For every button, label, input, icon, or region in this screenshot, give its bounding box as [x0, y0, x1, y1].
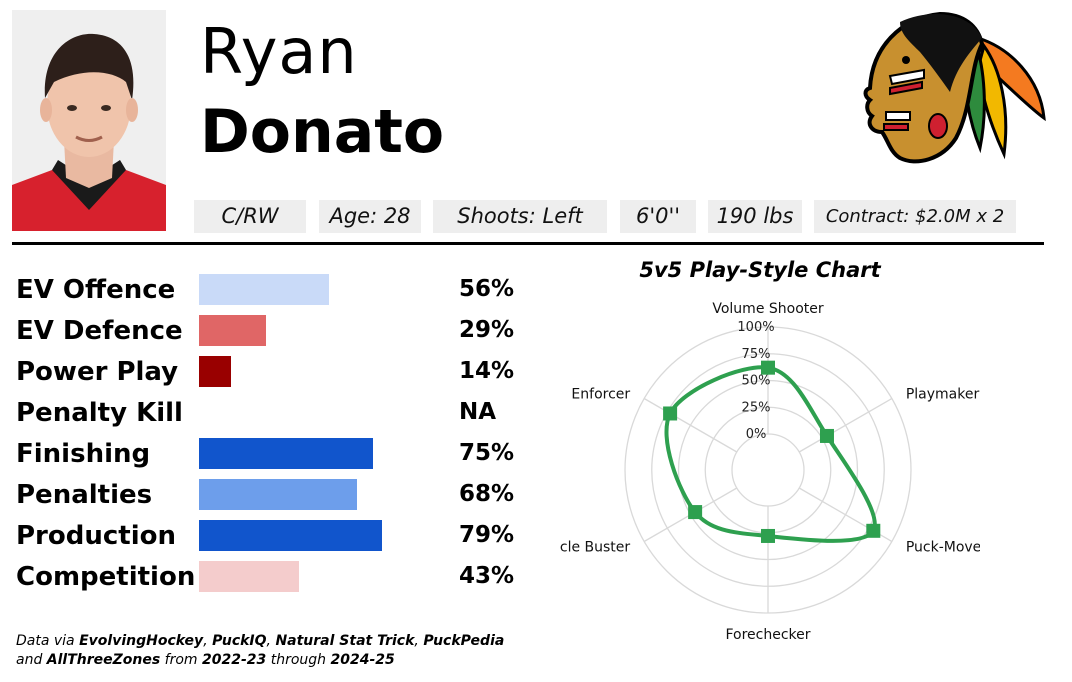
radar-title: 5v5 Play-Style Chart — [639, 258, 881, 282]
radar-axis-label: Forechecker — [725, 627, 810, 643]
weight-box: 190 lbs — [708, 200, 802, 233]
radar-spoke — [798, 397, 893, 453]
radar-point — [866, 523, 881, 538]
header-divider — [12, 242, 1044, 245]
contract-box: Contract: $2.0M x 2 — [814, 200, 1016, 233]
metric-value: 43% — [459, 563, 515, 589]
radar-grid-circle — [731, 433, 805, 507]
metric-value: 56% — [459, 276, 515, 302]
metric-bar — [199, 520, 383, 551]
radar-point — [663, 406, 678, 421]
source-natural-stat-trick: Natural Stat Trick — [275, 633, 415, 649]
metric-label: Power Play — [16, 357, 179, 387]
footnote-sep-2: , — [266, 633, 276, 649]
metric-row: Finishing 75% — [16, 436, 536, 477]
blackhawks-logo-icon — [863, 11, 1046, 164]
metric-value: NA — [459, 399, 497, 425]
age-box: Age: 28 — [319, 200, 421, 233]
metric-row: EV Offence 56% — [16, 272, 536, 313]
metric-row: EV Defence 29% — [16, 313, 536, 354]
metric-label: Penalties — [16, 480, 153, 510]
radar-tick-label: 50% — [742, 374, 771, 389]
radar-axis-label: Cycle Buster — [560, 540, 630, 556]
radar-tick-label: 0% — [746, 427, 767, 442]
radar-axis-label: Enforcer — [571, 387, 630, 403]
metric-value: 79% — [459, 522, 515, 548]
metric-label: EV Defence — [16, 316, 183, 346]
radar-point — [819, 428, 834, 443]
metric-label: EV Offence — [16, 275, 176, 305]
position-box: C/RW — [194, 200, 306, 233]
radar-axis-label: Volume Shooter — [712, 301, 824, 317]
player-first-name: Ryan — [200, 15, 358, 88]
metric-row: Penalties 68% — [16, 477, 536, 518]
headshot-image — [12, 10, 166, 231]
season-end: 2024-25 — [330, 652, 395, 668]
data-source-footnote: Data via EvolvingHockey, PuckIQ, Natural… — [16, 632, 504, 670]
radar-tick-label: 25% — [742, 400, 771, 415]
radar-tick-label: 100% — [737, 320, 774, 335]
footnote-through: through — [266, 652, 331, 668]
metric-row: Penalty Kill NA — [16, 395, 536, 436]
metric-row: Production 79% — [16, 518, 536, 559]
team-logo — [860, 8, 1046, 170]
radar-point — [761, 528, 775, 543]
footnote-prefix: Data via — [16, 633, 80, 649]
radar-axis-label: Puck-Mover — [906, 540, 980, 556]
radar-point — [761, 360, 775, 375]
footnote-sep-3: , — [414, 633, 424, 649]
season-start: 2022-23 — [202, 652, 267, 668]
metric-bar — [199, 274, 329, 305]
metric-label: Finishing — [16, 439, 151, 469]
source-allthreezones: AllThreeZones — [46, 652, 161, 668]
metric-value: 29% — [459, 317, 515, 343]
metric-bar — [199, 438, 373, 469]
player-last-name: Donato — [200, 97, 445, 167]
radar-point — [688, 505, 703, 520]
source-puckpedia: PuckPedia — [423, 633, 505, 649]
radar-spoke — [643, 397, 738, 453]
metric-bar — [199, 561, 299, 592]
metric-value: 14% — [459, 358, 515, 384]
radar-axis-label: Playmaker — [906, 387, 980, 403]
footnote-from: from — [160, 652, 203, 668]
footnote-sep-1: , — [203, 633, 213, 649]
player-headshot — [12, 10, 166, 231]
source-puckiq: PuckIQ — [212, 633, 267, 649]
radar-tick-label: 75% — [742, 347, 771, 362]
footnote-and: and — [16, 652, 47, 668]
metric-value: 75% — [459, 440, 515, 466]
metric-row: Competition 43% — [16, 559, 536, 600]
metric-label: Competition — [16, 562, 196, 592]
metric-bar — [199, 479, 357, 510]
metric-value: 68% — [459, 481, 515, 507]
metric-label: Production — [16, 521, 176, 551]
metric-bar — [199, 356, 232, 387]
metric-label: Penalty Kill — [16, 398, 183, 428]
source-evolvinghockey: EvolvingHockey — [79, 633, 204, 649]
metric-row: Power Play 14% — [16, 354, 536, 395]
metric-bar — [199, 315, 267, 346]
height-box: 6'0'' — [620, 200, 696, 233]
shoots-box: Shoots: Left — [433, 200, 607, 233]
play-style-radar-chart: 0% 25% 50% 75% 100% Volume Shooter Playmaker Pu… — [560, 301, 980, 643]
